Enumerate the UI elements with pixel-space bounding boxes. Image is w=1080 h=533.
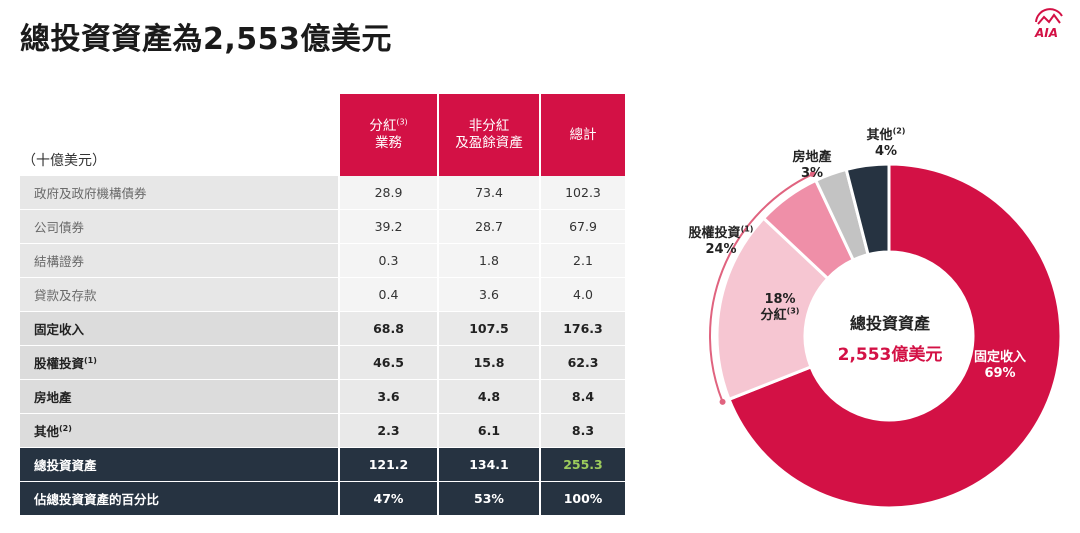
header-non-par: 非分紅 及盈餘資產 (439, 94, 539, 176)
cell-par: 0.4 (340, 278, 437, 312)
table-row: 其他(2) 2.3 6.1 8.3 (20, 414, 625, 448)
label-other: 其他(2) 4% (866, 126, 906, 159)
label-equity: 股權投資(1) 24% (688, 224, 754, 257)
equity-bracket-dot-0 (719, 398, 726, 405)
logo-text: AIA (1034, 26, 1058, 40)
cell-non-par: 6.1 (439, 414, 539, 448)
table-row-percent: 佔總投資資產的百分比 47% 53% 100% (20, 482, 625, 516)
cell-total: 8.3 (541, 414, 625, 448)
center-value: 2,553億美元 (837, 345, 943, 365)
cell-total: 62.3 (541, 346, 625, 380)
unit-label: （十億美元） (22, 153, 106, 169)
donut-slice-0 (727, 162, 1063, 510)
row-label: 結構證券 (20, 244, 338, 278)
cell-total: 67.9 (541, 210, 625, 244)
cell-par: 68.8 (340, 312, 437, 346)
donut-slice-1 (715, 216, 830, 402)
row-label: 股權投資(1) (20, 346, 338, 380)
cell-non-par: 73.4 (439, 176, 539, 210)
cell-total: 8.4 (541, 380, 625, 414)
row-label: 政府及政府機構債券 (20, 176, 338, 210)
cell-par: 39.2 (340, 210, 437, 244)
label-real-estate: 房地產 3% (792, 150, 832, 181)
donut-center: 總投資資產 2,553億美元 (820, 310, 960, 365)
table-row: 固定收入 68.8 107.5 176.3 (20, 312, 625, 346)
row-label: 總投資資產 (20, 448, 338, 482)
cell-par: 3.6 (340, 380, 437, 414)
cell-par: 28.9 (340, 176, 437, 210)
center-title: 總投資資產 (849, 314, 930, 333)
cell-total: 4.0 (541, 278, 625, 312)
table-row: 貸款及存款 0.4 3.6 4.0 (20, 278, 625, 312)
cell-total: 176.3 (541, 312, 625, 346)
row-label: 房地產 (20, 380, 338, 414)
equity-bracket-dot-1 (809, 171, 816, 178)
investment-table: 分紅(3) 業務 非分紅 及盈餘資產 總計 政府及政府機構債券 28.9 73.4 … (18, 94, 627, 516)
cell-non-par: 107.5 (439, 312, 539, 346)
page-title: 總投資資產為2,553億美元 (20, 22, 392, 57)
cell-par: 47% (340, 482, 437, 516)
table-row-total: 總投資資產 121.2 134.1 255.3 (20, 448, 625, 482)
table-row: 結構證券 0.3 1.8 2.1 (20, 244, 625, 278)
cell-total: 100% (541, 482, 625, 516)
cell-non-par: 15.8 (439, 346, 539, 380)
header-total: 總計 (541, 94, 625, 176)
cell-total: 255.3 (541, 448, 625, 482)
row-label: 貸款及存款 (20, 278, 338, 312)
row-label: 公司債券 (20, 210, 338, 244)
equity-bracket-arc (709, 173, 814, 403)
cell-non-par: 134.1 (439, 448, 539, 482)
header-par-business: 分紅(3) 業務 (340, 94, 437, 176)
row-label: 佔總投資資產的百分比 (20, 482, 338, 516)
cell-non-par: 4.8 (439, 380, 539, 414)
cell-par: 0.3 (340, 244, 437, 278)
donut-slice-4 (844, 162, 891, 257)
cell-non-par: 53% (439, 482, 539, 516)
table-row: 房地產 3.6 4.8 8.4 (20, 380, 625, 414)
cell-non-par: 28.7 (439, 210, 539, 244)
table-row: 股權投資(1) 46.5 15.8 62.3 (20, 346, 625, 380)
cell-par: 46.5 (340, 346, 437, 380)
cell-non-par: 3.6 (439, 278, 539, 312)
cell-total: 102.3 (541, 176, 625, 210)
label-fixed-income: 固定收入 69% (973, 350, 1026, 381)
table-row: 公司債券 39.2 28.7 67.9 (20, 210, 625, 244)
cell-par: 121.2 (340, 448, 437, 482)
label-par-business: 18% 分紅(3) (760, 292, 800, 323)
row-label: 其他(2) (20, 414, 338, 448)
aia-logo: AIA (1034, 8, 1063, 40)
table-row: 政府及政府機構債券 28.9 73.4 102.3 (20, 176, 625, 210)
row-label: 固定收入 (20, 312, 338, 346)
cell-total: 2.1 (541, 244, 625, 278)
cell-non-par: 1.8 (439, 244, 539, 278)
cell-par: 2.3 (340, 414, 437, 448)
